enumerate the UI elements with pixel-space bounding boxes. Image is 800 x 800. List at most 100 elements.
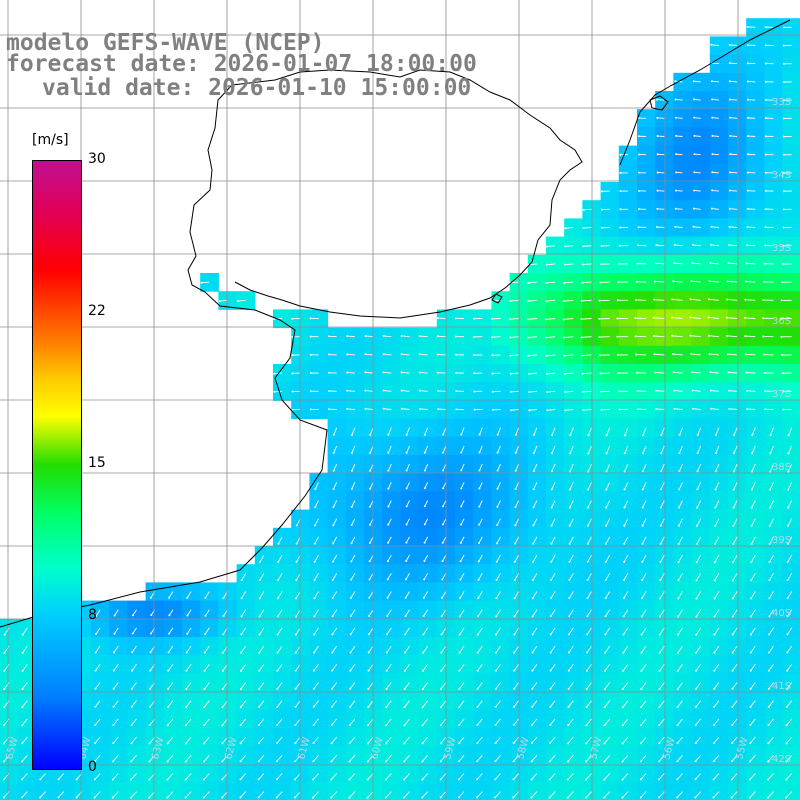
wind-arrow-head — [148, 742, 151, 745]
wind-cell — [655, 382, 674, 401]
wind-arrow — [787, 463, 793, 472]
wind-arrow-head — [367, 633, 370, 636]
wind-cell — [400, 782, 420, 800]
wind-arrow-head — [364, 371, 367, 374]
wind-cell — [200, 273, 219, 292]
wind-arrow — [532, 554, 538, 563]
wind-arrow — [460, 554, 465, 562]
wind-arrow-head — [332, 542, 335, 545]
wind-arrow-head — [677, 561, 680, 564]
wind-arrow — [749, 791, 756, 798]
wind-arrow — [549, 700, 556, 708]
wind-arrow-head — [331, 578, 334, 581]
wind-cell — [764, 400, 784, 420]
wind-arrow-head — [440, 688, 443, 691]
wind-arrow — [168, 627, 174, 634]
wind-arrow — [528, 354, 537, 357]
wind-arrow — [367, 755, 374, 762]
wind-cell — [728, 127, 747, 147]
wind-arrow — [569, 427, 574, 436]
wind-arrow — [440, 736, 447, 744]
wind-arrow-head — [440, 596, 443, 599]
wind-arrow-head — [603, 706, 606, 709]
wind-arrow-head — [677, 524, 680, 527]
wind-arrow-head — [203, 688, 206, 691]
wind-arrow — [347, 390, 355, 392]
wind-arrow-head — [478, 523, 481, 526]
wind-arrow-head — [2, 778, 5, 781]
wind-arrow-head — [598, 336, 601, 339]
wind-arrow-head — [693, 189, 696, 192]
wind-arrow — [406, 500, 410, 507]
wind-cell — [400, 327, 420, 347]
wind-cell — [618, 163, 638, 183]
wind-arrow-head — [567, 724, 570, 727]
wind-arrow-head — [168, 614, 171, 617]
wind-arrow — [515, 482, 520, 490]
wind-arrow — [441, 609, 447, 617]
wind-arrow-head — [619, 190, 622, 193]
wind-arrow-head — [603, 760, 606, 763]
wind-arrow — [733, 500, 738, 508]
wind-arrow-head — [276, 760, 279, 763]
wind-arrow-head — [423, 469, 426, 472]
wind-arrow-head — [222, 597, 225, 600]
wind-cell — [637, 782, 656, 800]
wind-arrow-head — [368, 523, 371, 526]
wind-arrow-head — [586, 578, 589, 581]
wind-arrow-head — [763, 280, 766, 283]
wind-arrow — [750, 682, 756, 690]
wind-arrow — [696, 518, 702, 526]
wind-arrow — [313, 664, 319, 671]
wind-arrow-head — [295, 560, 298, 563]
wind-arrow-head — [439, 742, 442, 745]
wind-arrow-head — [309, 353, 312, 356]
wind-arrow — [95, 627, 101, 635]
wind-arrow-head — [562, 318, 565, 321]
wind-cell — [382, 400, 401, 420]
wind-arrow — [532, 627, 538, 635]
wind-arrow-head — [587, 470, 590, 473]
wind-cell — [291, 400, 310, 420]
wind-arrow — [332, 591, 338, 599]
wind-arrow-head — [546, 409, 549, 412]
wind-arrow-head — [442, 469, 445, 472]
wind-cell — [746, 254, 765, 274]
wind-arrow-head — [509, 354, 512, 357]
wind-cell — [728, 327, 747, 347]
wind-arrow — [113, 718, 119, 726]
wind-arrow — [693, 226, 701, 228]
wind-arrow-head — [640, 688, 643, 691]
colorbar-tick-0: 0 — [88, 759, 97, 775]
wind-arrow — [583, 208, 592, 211]
wind-arrow-head — [530, 742, 533, 745]
wind-arrow-head — [368, 578, 371, 581]
wind-arrow — [604, 718, 611, 726]
wind-arrow-head — [387, 451, 390, 454]
wind-cell — [637, 273, 656, 292]
wind-arrow — [549, 791, 556, 798]
wind-arrow — [642, 482, 647, 490]
wind-arrow — [440, 682, 447, 690]
wind-cell — [491, 382, 511, 401]
wind-arrow-head — [707, 298, 710, 301]
wind-arrow — [569, 463, 574, 472]
wind-arrow-head — [713, 579, 716, 582]
wind-arrow-head — [639, 778, 642, 781]
wind-arrow-head — [21, 778, 24, 781]
wind-cell — [54, 782, 74, 800]
wind-arrow — [730, 99, 738, 101]
wind-arrow-head — [423, 541, 426, 544]
wind-arrow — [550, 627, 556, 635]
wind-arrow — [713, 718, 720, 726]
wind-arrow-head — [622, 669, 625, 672]
wind-arrow — [678, 500, 683, 508]
wind-arrow-head — [421, 760, 424, 763]
wind-arrow — [477, 645, 483, 654]
wind-arrow — [387, 518, 392, 525]
wind-arrow-head — [350, 469, 353, 472]
wind-arrow-head — [672, 280, 675, 283]
wind-arrow-head — [423, 560, 426, 563]
wind-cell — [655, 200, 674, 219]
